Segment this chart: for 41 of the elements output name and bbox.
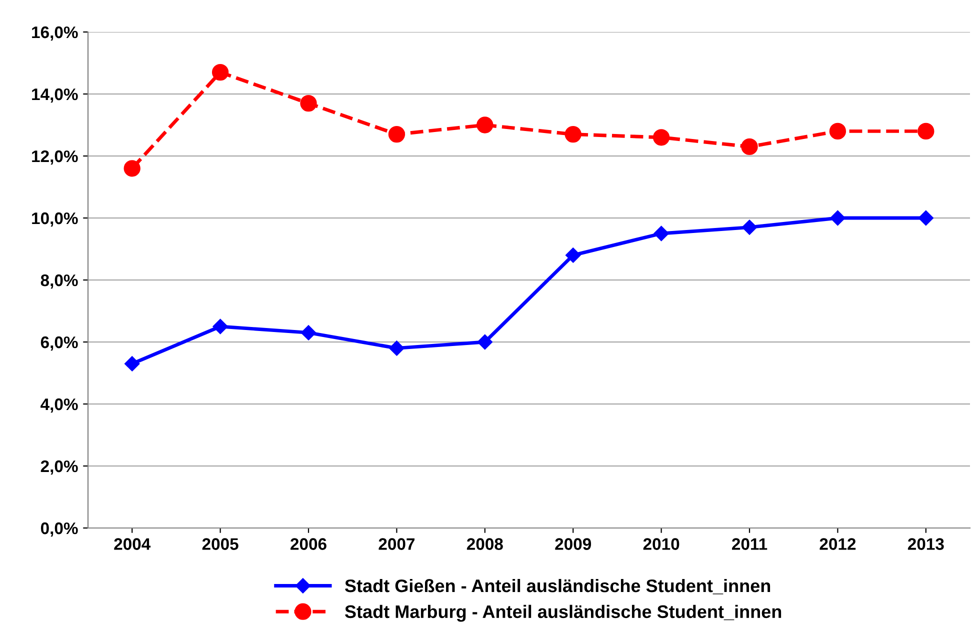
- point: [742, 220, 758, 235]
- point: [741, 138, 758, 156]
- x-tick-label: 2005: [202, 538, 238, 550]
- y-tick-label: 14,0%: [32, 88, 78, 103]
- point: [830, 210, 846, 226]
- point: [388, 126, 406, 143]
- x-tick-label: 2013: [908, 538, 944, 550]
- y-tick-label: 6,0%: [40, 336, 78, 351]
- y-tick-label: 4,0%: [40, 398, 78, 413]
- point: [389, 340, 404, 356]
- point: [300, 325, 316, 340]
- point: [124, 356, 140, 372]
- x-tick-label: 2011: [732, 538, 768, 550]
- x-tick-label: 2006: [290, 538, 326, 550]
- y-tick-label: 16,0%: [32, 26, 78, 41]
- point: [564, 126, 582, 143]
- point: [212, 64, 229, 81]
- point: [566, 248, 581, 263]
- point: [829, 122, 846, 140]
- x-tick-label: 2007: [378, 538, 415, 550]
- y-tick-label: 0,0%: [40, 522, 78, 537]
- point: [918, 210, 934, 226]
- point: [654, 226, 669, 242]
- y-tick-label: 8,0%: [40, 274, 78, 289]
- legend-label: Stadt Gießen - Anteil ausländische Student_innen: [344, 578, 770, 594]
- x-tick-label: 2008: [466, 538, 503, 550]
- point: [300, 94, 317, 112]
- point: [476, 116, 494, 134]
- y-tick-label: 10,0%: [32, 212, 78, 227]
- y-tick-label: 2,0%: [40, 460, 78, 475]
- point: [652, 129, 670, 146]
- x-tick-label: 2009: [555, 538, 592, 550]
- x-tick-label: 2004: [114, 538, 151, 550]
- x-tick-label: 2010: [643, 538, 680, 550]
- point: [918, 122, 934, 140]
- x-tick-label: 2012: [820, 538, 856, 550]
- point: [212, 318, 228, 334]
- point: [124, 160, 140, 177]
- y-tick-label: 12,0%: [32, 150, 78, 165]
- point: [477, 334, 492, 350]
- legend-label: Stadt Marburg - Anteil ausländische Student_innen: [344, 604, 782, 622]
